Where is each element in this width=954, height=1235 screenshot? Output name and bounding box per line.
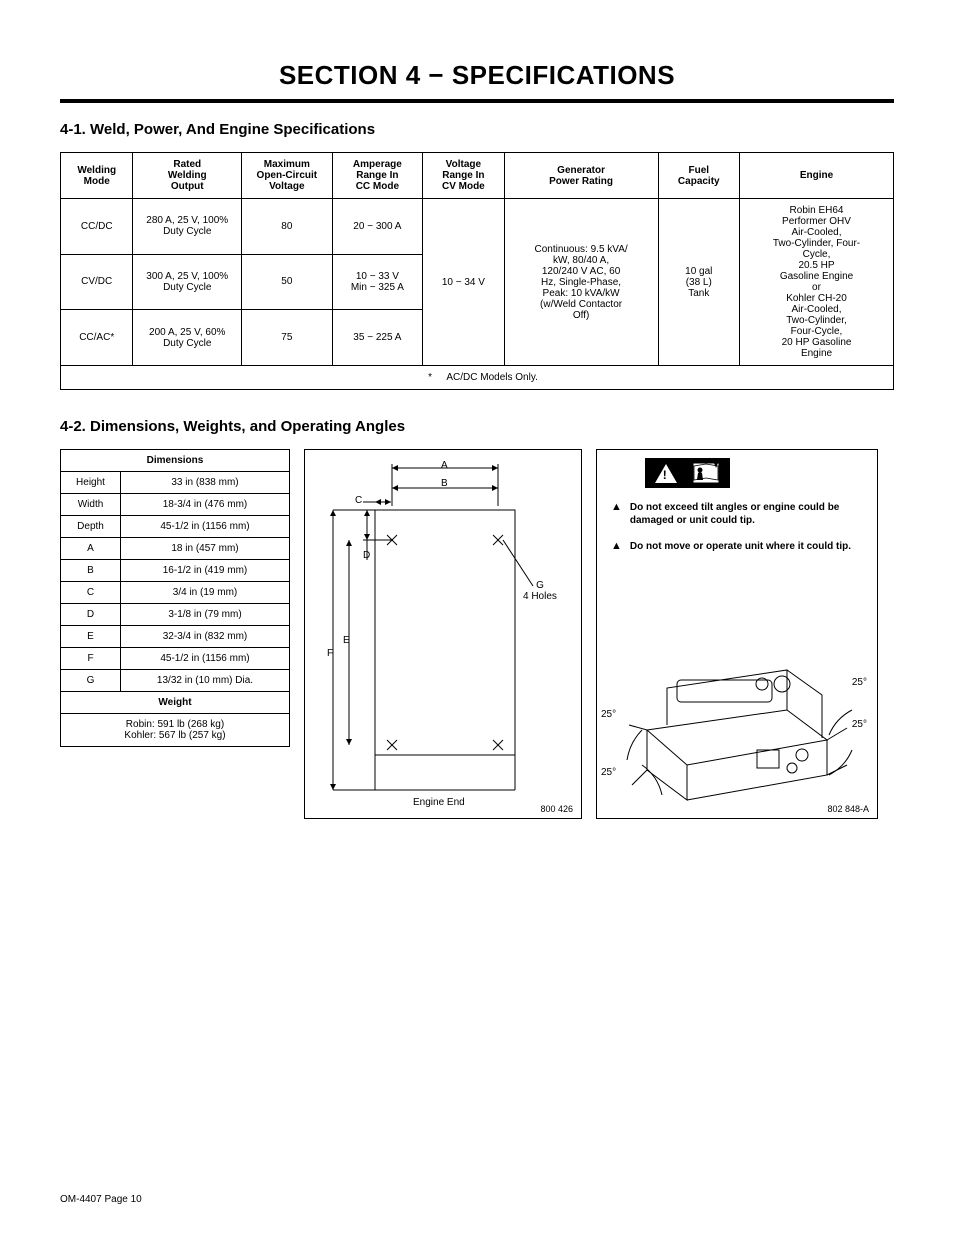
dim-l-7: E — [61, 626, 121, 648]
angle-br: 25° — [852, 719, 867, 730]
cell-ocv-1: 50 — [242, 254, 333, 310]
weight-value: Robin: 591 lb (268 kg) Kohler: 567 lb (2… — [61, 714, 290, 747]
dim-l-8: F — [61, 648, 121, 670]
machine-illustration — [607, 610, 867, 810]
cell-mode-2: CC/AC* — [61, 310, 133, 366]
dim-v-2: 45-1/2 in (1156 mm) — [121, 516, 290, 538]
cell-rated-1: 300 A, 25 V, 100% Duty Cycle — [133, 254, 242, 310]
dim-v-1: 18-3/4 in (476 mm) — [121, 494, 290, 516]
dim-l-5: C — [61, 582, 121, 604]
label-d: D — [363, 550, 370, 561]
label-f: F — [327, 648, 333, 659]
cell-cc-2: 35 − 225 A — [332, 310, 423, 366]
cell-rated-0: 280 A, 25 V, 100% Duty Cycle — [133, 199, 242, 255]
dim-v-0: 33 in (838 mm) — [121, 472, 290, 494]
read-manual-icon — [692, 462, 720, 484]
dim-v-9: 13/32 in (10 mm) Dia. — [121, 670, 290, 692]
th-engine: Engine — [740, 153, 894, 199]
warning-line-1: ▲ Do not exceed tilt angles or engine co… — [605, 502, 869, 527]
footnote-cell: * AC/DC Models Only. — [61, 366, 894, 390]
dim-l-1: Width — [61, 494, 121, 516]
label-e: E — [343, 635, 350, 646]
cell-cc-1: 10 − 33 V Min − 325 A — [332, 254, 423, 310]
cell-engine: Robin EH64 Performer OHV Air-Cooled, Two… — [740, 199, 894, 366]
page-footer: OM-4407 Page 10 — [60, 1194, 142, 1205]
subsection-4-2-heading: 4-2. Dimensions, Weights, and Operating … — [60, 418, 894, 435]
cell-gen: Continuous: 9.5 kVA/ kW, 80/40 A, 120/24… — [504, 199, 658, 366]
cell-fuel: 10 gal (38 L) Tank — [658, 199, 739, 366]
dim-l-0: Height — [61, 472, 121, 494]
th-cv: Voltage Range In CV Mode — [423, 153, 504, 199]
th-mode: Welding Mode — [61, 153, 133, 199]
th-cc: Amperage Range In CC Mode — [332, 153, 423, 199]
caret-icon: ▲ — [611, 502, 622, 513]
dim-v-5: 3/4 in (19 mm) — [121, 582, 290, 604]
cell-ocv-2: 75 — [242, 310, 333, 366]
warning-line-2: ▲ Do not move or operate unit where it c… — [605, 541, 869, 554]
dim-v-3: 18 in (457 mm) — [121, 538, 290, 560]
dims-header: Dimensions — [61, 450, 290, 472]
th-gen: Generator Power Rating — [504, 153, 658, 199]
th-fuel: Fuel Capacity — [658, 153, 739, 199]
warning-icon-bar: ! — [645, 458, 730, 488]
cell-cv: 10 − 34 V — [423, 199, 504, 366]
dim-v-7: 32-3/4 in (832 mm) — [121, 626, 290, 648]
spec-table: Welding Mode Rated Welding Output Maximu… — [60, 152, 894, 390]
dim-l-2: Depth — [61, 516, 121, 538]
heavy-rule — [60, 99, 894, 103]
label-g: G 4 Holes — [523, 580, 557, 602]
cell-cc-0: 20 − 300 A — [332, 199, 423, 255]
angle-bl: 25° — [601, 767, 616, 778]
warning-triangle-icon: ! — [655, 464, 677, 483]
warning-box: ! ▲ Do not exceed tilt angles or engine … — [596, 449, 878, 819]
weight-header: Weight — [61, 692, 290, 714]
dim-l-3: A — [61, 538, 121, 560]
cell-rated-2: 200 A, 25 V, 60% Duty Cycle — [133, 310, 242, 366]
footnote-text: AC/DC Models Only. — [446, 372, 538, 383]
dim-l-9: G — [61, 670, 121, 692]
dim-l-4: B — [61, 560, 121, 582]
footnote-marker: * — [416, 372, 444, 383]
subsection-4-1-heading: 4-1. Weld, Power, And Engine Specificati… — [60, 121, 894, 138]
dimension-diagram: A B C D E F G 4 Holes Engine End 800 426 — [304, 449, 582, 819]
warning-text-1: Do not exceed tilt angles or engine coul… — [630, 502, 863, 527]
diagram-code: 800 426 — [540, 804, 573, 814]
angle-tl: 25° — [601, 709, 616, 720]
section-title: SECTION 4 − SPECIFICATIONS — [60, 60, 894, 91]
cell-ocv-0: 80 — [242, 199, 333, 255]
label-engine-end: Engine End — [413, 797, 465, 808]
warn-code: 802 848-A — [827, 804, 869, 814]
dimensions-table: Dimensions Height33 in (838 mm) Width18-… — [60, 449, 290, 747]
dim-l-6: D — [61, 604, 121, 626]
angle-tr: 25° — [852, 677, 867, 688]
cell-mode-0: CC/DC — [61, 199, 133, 255]
caret-icon: ▲ — [611, 541, 622, 552]
label-b: B — [441, 478, 448, 489]
warning-text-2: Do not move or operate unit where it cou… — [630, 541, 851, 554]
th-rated: Rated Welding Output — [133, 153, 242, 199]
th-ocv: Maximum Open-Circuit Voltage — [242, 153, 333, 199]
dim-v-4: 16-1/2 in (419 mm) — [121, 560, 290, 582]
dim-v-6: 3-1/8 in (79 mm) — [121, 604, 290, 626]
cell-mode-1: CV/DC — [61, 254, 133, 310]
label-c: C — [355, 495, 362, 506]
dim-v-8: 45-1/2 in (1156 mm) — [121, 648, 290, 670]
label-a: A — [441, 460, 448, 471]
